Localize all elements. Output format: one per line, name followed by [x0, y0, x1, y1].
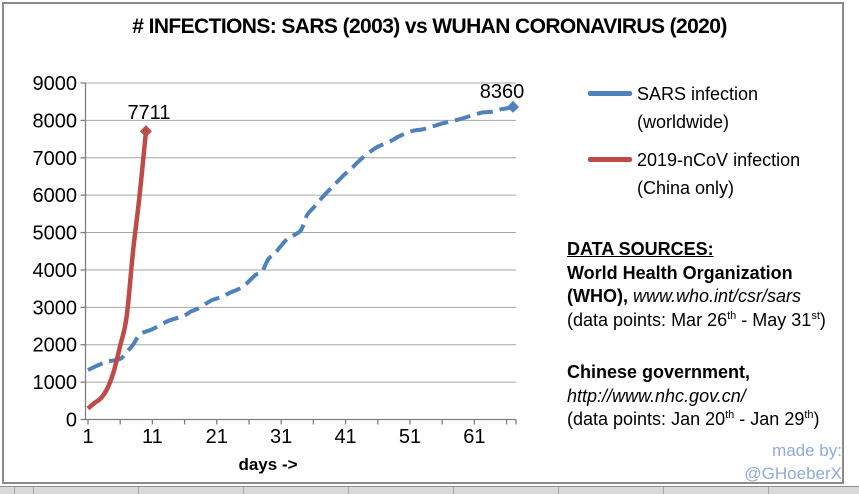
- who-range-close: ): [819, 309, 826, 330]
- y-tick-label-1000: 1000: [33, 372, 78, 394]
- who-range-text: (data points: Mar 26: [567, 309, 728, 330]
- legend-label-ncov-line1: 2019-nCoV infection: [637, 150, 801, 170]
- y-tick-label-2000: 2000: [33, 335, 78, 357]
- who-url[interactable]: www.who.int/csr/sars: [633, 286, 802, 306]
- data-sources: DATA SOURCES: World Health Organization …: [567, 238, 851, 432]
- y-tick-label-3000: 3000: [33, 297, 78, 319]
- x-tick-label-1: 1: [82, 426, 93, 448]
- x-tick-label-21: 21: [206, 426, 228, 448]
- cn-range-sup2: th: [804, 409, 814, 421]
- y-tick-label-9000: 9000: [33, 73, 78, 95]
- y-tick-label-8000: 8000: [33, 110, 78, 132]
- y-tick-label-0: 0: [66, 410, 77, 432]
- credit: made by: @GHoeberX: [744, 439, 842, 485]
- credit-handle[interactable]: @GHoeberX: [744, 464, 842, 483]
- legend-swatch-ncov: [588, 157, 632, 162]
- spreadsheet-row-strip: [0, 486, 859, 494]
- cn-url[interactable]: http://www.nhc.gov.cn/: [567, 385, 746, 406]
- cn-name: Chinese government,: [567, 362, 751, 382]
- y-tick-label-7000: 7000: [33, 148, 78, 170]
- sars-end-marker: [507, 100, 519, 113]
- sars-end-value-label: 8360: [480, 81, 525, 103]
- legend-label-ncov-line2: (China only): [637, 178, 735, 198]
- x-tick-label-51: 51: [399, 426, 421, 448]
- cn-range-text: (data points: Jan 20: [567, 409, 726, 429]
- legend-label-ncov: 2019-nCoV infection (China only): [637, 146, 800, 202]
- credit-label: made by:: [772, 441, 842, 460]
- ncov-series-line: [86, 130, 149, 411]
- x-tick-label-61: 61: [463, 426, 485, 448]
- who-source-url-line: (WHO), www.who.int/csr/sars: [567, 285, 851, 309]
- who-range-sup1: th: [727, 309, 737, 322]
- who-source-range: (data points: Mar 26th - May 31st): [567, 309, 851, 333]
- x-axis-label: days ->: [238, 455, 297, 474]
- x-tick-label-11: 11: [142, 426, 163, 448]
- cn-range-sup1: th: [725, 409, 735, 421]
- who-name: World Health Organization: [567, 262, 793, 283]
- who-source-name: World Health Organization: [567, 262, 851, 286]
- x-tick-label-41: 41: [334, 426, 356, 448]
- ncov-end-marker: [139, 125, 152, 138]
- sars-series-line: [87, 104, 514, 372]
- cn-range-close: ): [813, 409, 820, 429]
- y-tick-label-4000: 4000: [33, 260, 78, 282]
- cn-range-text2: - Jan 29: [734, 409, 805, 429]
- who-range-text2: - May 31: [736, 309, 812, 330]
- cn-source-range: (data points: Jan 20th - Jan 29th): [567, 408, 851, 432]
- who-abbrev: (WHO),: [567, 286, 628, 306]
- chart-title: # INFECTIONS: SARS (2003) vs WUHAN CORON…: [132, 15, 727, 38]
- data-sources-heading: DATA SOURCES:: [567, 239, 714, 259]
- who-range-sup2: st: [811, 309, 820, 322]
- chart-frame-border: [2, 2, 844, 484]
- ncov-end-value-label: 7711: [127, 102, 170, 124]
- legend-label-sars-line2: (worldwide): [637, 112, 730, 132]
- x-tick-label-31: 31: [270, 426, 292, 448]
- legend-label-sars-line1: SARS infection: [637, 84, 759, 104]
- legend-label-sars: SARS infection (worldwide): [637, 80, 758, 136]
- y-tick-label-6000: 6000: [33, 185, 78, 207]
- sources-gap: [567, 332, 851, 361]
- cn-source-name: Chinese government,: [567, 361, 851, 385]
- y-tick-label-5000: 5000: [33, 223, 78, 245]
- legend-swatch-sars: [588, 91, 632, 96]
